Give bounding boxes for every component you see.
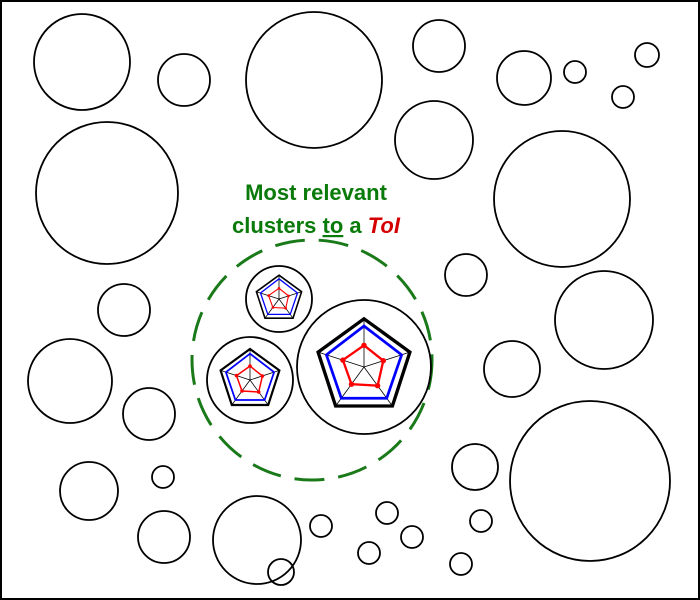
radar-cluster-small <box>245 265 313 333</box>
cluster-circle <box>493 130 631 268</box>
radar-point-red <box>267 294 270 297</box>
cluster-circle <box>296 299 432 435</box>
cluster-circle <box>27 338 113 424</box>
cluster-circles <box>27 11 671 586</box>
toi-label: ToI <box>368 213 401 238</box>
cluster-circle <box>267 558 295 586</box>
radar-cluster-medium <box>206 336 294 424</box>
radar-point-red <box>284 306 288 310</box>
radar-point-red <box>380 358 386 364</box>
cluster-circle <box>357 541 381 565</box>
cluster-circle <box>451 443 499 491</box>
radar-series-red <box>341 343 385 387</box>
cluster-circle <box>449 552 473 576</box>
cluster-circle <box>245 265 313 333</box>
cluster-circle <box>206 336 294 424</box>
relevance-boundary <box>190 238 434 482</box>
relevance-label: Most relevant <box>245 180 387 205</box>
radar-point-red <box>287 294 290 298</box>
cluster-circle <box>412 19 466 73</box>
radar-point-red <box>240 389 244 393</box>
relevance-label-line2: clusters to a ToI <box>232 213 401 238</box>
cluster-circle <box>59 461 119 521</box>
radar-point-red <box>271 306 275 309</box>
radar-cluster-large <box>296 299 432 435</box>
cluster-circle <box>33 13 131 111</box>
cluster-circle <box>509 400 671 562</box>
radar-series-blue <box>224 352 276 401</box>
cluster-circle <box>554 270 654 370</box>
radar-point-red <box>348 381 355 387</box>
cluster-circle <box>122 387 176 441</box>
cluster-circle <box>212 495 302 585</box>
cluster-circle <box>483 340 541 398</box>
cluster-circle <box>35 121 179 265</box>
radar-point-red <box>256 390 261 394</box>
radar-point-red <box>361 342 367 348</box>
label-middle: a <box>343 213 367 238</box>
radar-point-red <box>260 374 265 378</box>
radar-point-red <box>234 373 239 378</box>
radar-series-red <box>267 287 290 309</box>
cluster-circle <box>245 11 383 149</box>
relevant-clusters <box>206 265 432 435</box>
cluster-circle <box>496 50 552 106</box>
radar-point-red <box>340 357 346 363</box>
radar-frame <box>255 274 303 320</box>
radar-series-blue <box>324 324 404 400</box>
radar-point-red <box>277 287 281 290</box>
radar-point-red <box>374 383 381 389</box>
label-prefix: clusters <box>232 213 323 238</box>
cluster-circle <box>444 253 488 297</box>
cluster-circle <box>611 85 635 109</box>
cluster-circle <box>375 501 399 525</box>
radar-frame <box>316 316 412 408</box>
cluster-circle <box>309 514 333 538</box>
radar-series-blue <box>259 277 299 316</box>
cluster-circle <box>469 509 493 533</box>
cluster-circle <box>634 42 660 68</box>
cluster-circle <box>97 283 151 337</box>
cluster-circle <box>563 60 587 84</box>
label-underlined: to <box>323 213 344 238</box>
radar-point-red <box>248 364 252 368</box>
cluster-circle <box>157 53 211 107</box>
cluster-circle <box>394 100 474 180</box>
radar-series-red <box>235 365 264 393</box>
cluster-circle <box>400 525 424 549</box>
radar-frame <box>219 347 281 407</box>
cluster-circle <box>151 465 175 489</box>
cluster-circle <box>137 510 191 564</box>
